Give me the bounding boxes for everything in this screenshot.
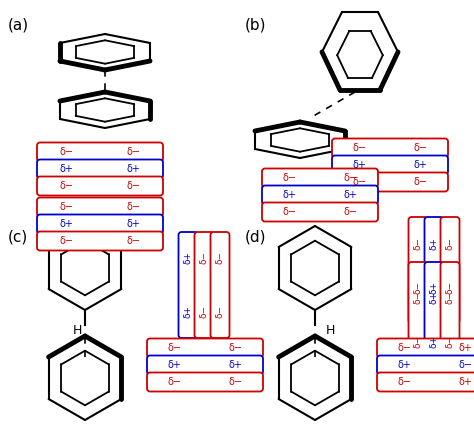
Text: δ+: δ+ — [459, 377, 473, 387]
Text: δ−: δ− — [414, 143, 428, 153]
FancyBboxPatch shape — [37, 198, 163, 217]
FancyBboxPatch shape — [37, 142, 163, 162]
Text: δ−: δ− — [344, 207, 358, 217]
FancyBboxPatch shape — [440, 262, 459, 368]
Text: δ−: δ− — [127, 202, 141, 212]
FancyBboxPatch shape — [262, 168, 378, 187]
FancyBboxPatch shape — [332, 156, 448, 175]
Text: δ+: δ+ — [429, 290, 438, 304]
Text: δ−: δ− — [414, 177, 428, 187]
Text: δ+: δ+ — [429, 237, 438, 249]
Text: δ−: δ− — [216, 306, 225, 318]
Text: δ+: δ+ — [183, 251, 192, 265]
FancyBboxPatch shape — [37, 232, 163, 251]
Text: δ−: δ− — [167, 377, 181, 387]
Text: δ−: δ− — [397, 343, 411, 353]
Text: δ−: δ− — [167, 343, 181, 353]
Text: δ+: δ+ — [414, 160, 428, 170]
Text: δ−: δ− — [127, 181, 141, 191]
Text: δ−: δ− — [352, 143, 366, 153]
Text: δ−: δ− — [229, 343, 243, 353]
Text: δ+: δ+ — [344, 190, 358, 200]
Text: δ+: δ+ — [282, 190, 296, 200]
Text: (d): (d) — [245, 230, 266, 245]
Text: δ−: δ− — [413, 290, 422, 304]
Text: (a): (a) — [8, 18, 29, 33]
Text: δ+: δ+ — [59, 219, 73, 229]
Text: δ−: δ− — [413, 335, 422, 349]
Text: δ+: δ+ — [127, 164, 140, 174]
Text: δ−: δ− — [59, 181, 73, 191]
Text: δ−: δ− — [200, 306, 209, 318]
FancyBboxPatch shape — [147, 355, 263, 374]
Text: δ−: δ− — [127, 147, 141, 157]
FancyBboxPatch shape — [425, 262, 444, 368]
FancyBboxPatch shape — [377, 373, 474, 391]
Text: δ−: δ− — [344, 173, 358, 183]
Text: δ+: δ+ — [183, 306, 192, 318]
Text: δ−: δ− — [229, 377, 243, 387]
Text: δ−: δ− — [59, 202, 73, 212]
FancyBboxPatch shape — [37, 215, 163, 234]
FancyBboxPatch shape — [440, 217, 459, 323]
FancyBboxPatch shape — [37, 159, 163, 179]
Text: δ−: δ− — [446, 237, 455, 249]
Text: δ+: δ+ — [229, 360, 243, 370]
Text: δ+: δ+ — [429, 282, 438, 295]
FancyBboxPatch shape — [147, 373, 263, 391]
Text: δ−: δ− — [459, 360, 473, 370]
Text: H: H — [325, 324, 335, 337]
FancyBboxPatch shape — [262, 186, 378, 204]
Text: δ−: δ− — [413, 237, 422, 249]
FancyBboxPatch shape — [409, 217, 428, 323]
Text: (b): (b) — [245, 18, 266, 33]
Text: δ+: δ+ — [127, 219, 140, 229]
FancyBboxPatch shape — [210, 232, 229, 338]
Text: δ−: δ− — [127, 236, 141, 246]
Text: δ−: δ− — [413, 282, 422, 295]
Text: δ−: δ− — [397, 377, 411, 387]
Text: δ−: δ− — [282, 173, 296, 183]
Text: δ−: δ− — [282, 207, 296, 217]
Text: δ−: δ− — [59, 236, 73, 246]
FancyBboxPatch shape — [179, 232, 198, 338]
Text: δ+: δ+ — [459, 343, 473, 353]
Text: δ−: δ− — [446, 282, 455, 295]
FancyBboxPatch shape — [332, 139, 448, 157]
Text: δ+: δ+ — [167, 360, 181, 370]
Text: H: H — [73, 324, 82, 337]
FancyBboxPatch shape — [194, 232, 213, 338]
FancyBboxPatch shape — [37, 176, 163, 195]
FancyBboxPatch shape — [377, 338, 474, 357]
Text: δ+: δ+ — [429, 335, 438, 349]
FancyBboxPatch shape — [377, 355, 474, 374]
Text: δ+: δ+ — [397, 360, 411, 370]
Text: (c): (c) — [8, 230, 28, 245]
FancyBboxPatch shape — [262, 203, 378, 221]
FancyBboxPatch shape — [409, 262, 428, 368]
FancyBboxPatch shape — [147, 338, 263, 357]
Text: δ−: δ− — [59, 147, 73, 157]
Text: δ−: δ− — [352, 177, 366, 187]
Text: δ−: δ− — [216, 251, 225, 265]
Text: δ−: δ− — [446, 290, 455, 304]
Text: δ+: δ+ — [59, 164, 73, 174]
FancyBboxPatch shape — [332, 173, 448, 192]
FancyBboxPatch shape — [425, 217, 444, 323]
Text: δ−: δ− — [200, 251, 209, 265]
Text: δ−: δ− — [446, 335, 455, 349]
Text: δ+: δ+ — [352, 160, 366, 170]
